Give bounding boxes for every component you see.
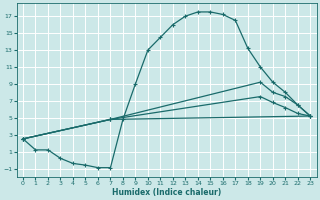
X-axis label: Humidex (Indice chaleur): Humidex (Indice chaleur) (112, 188, 221, 197)
